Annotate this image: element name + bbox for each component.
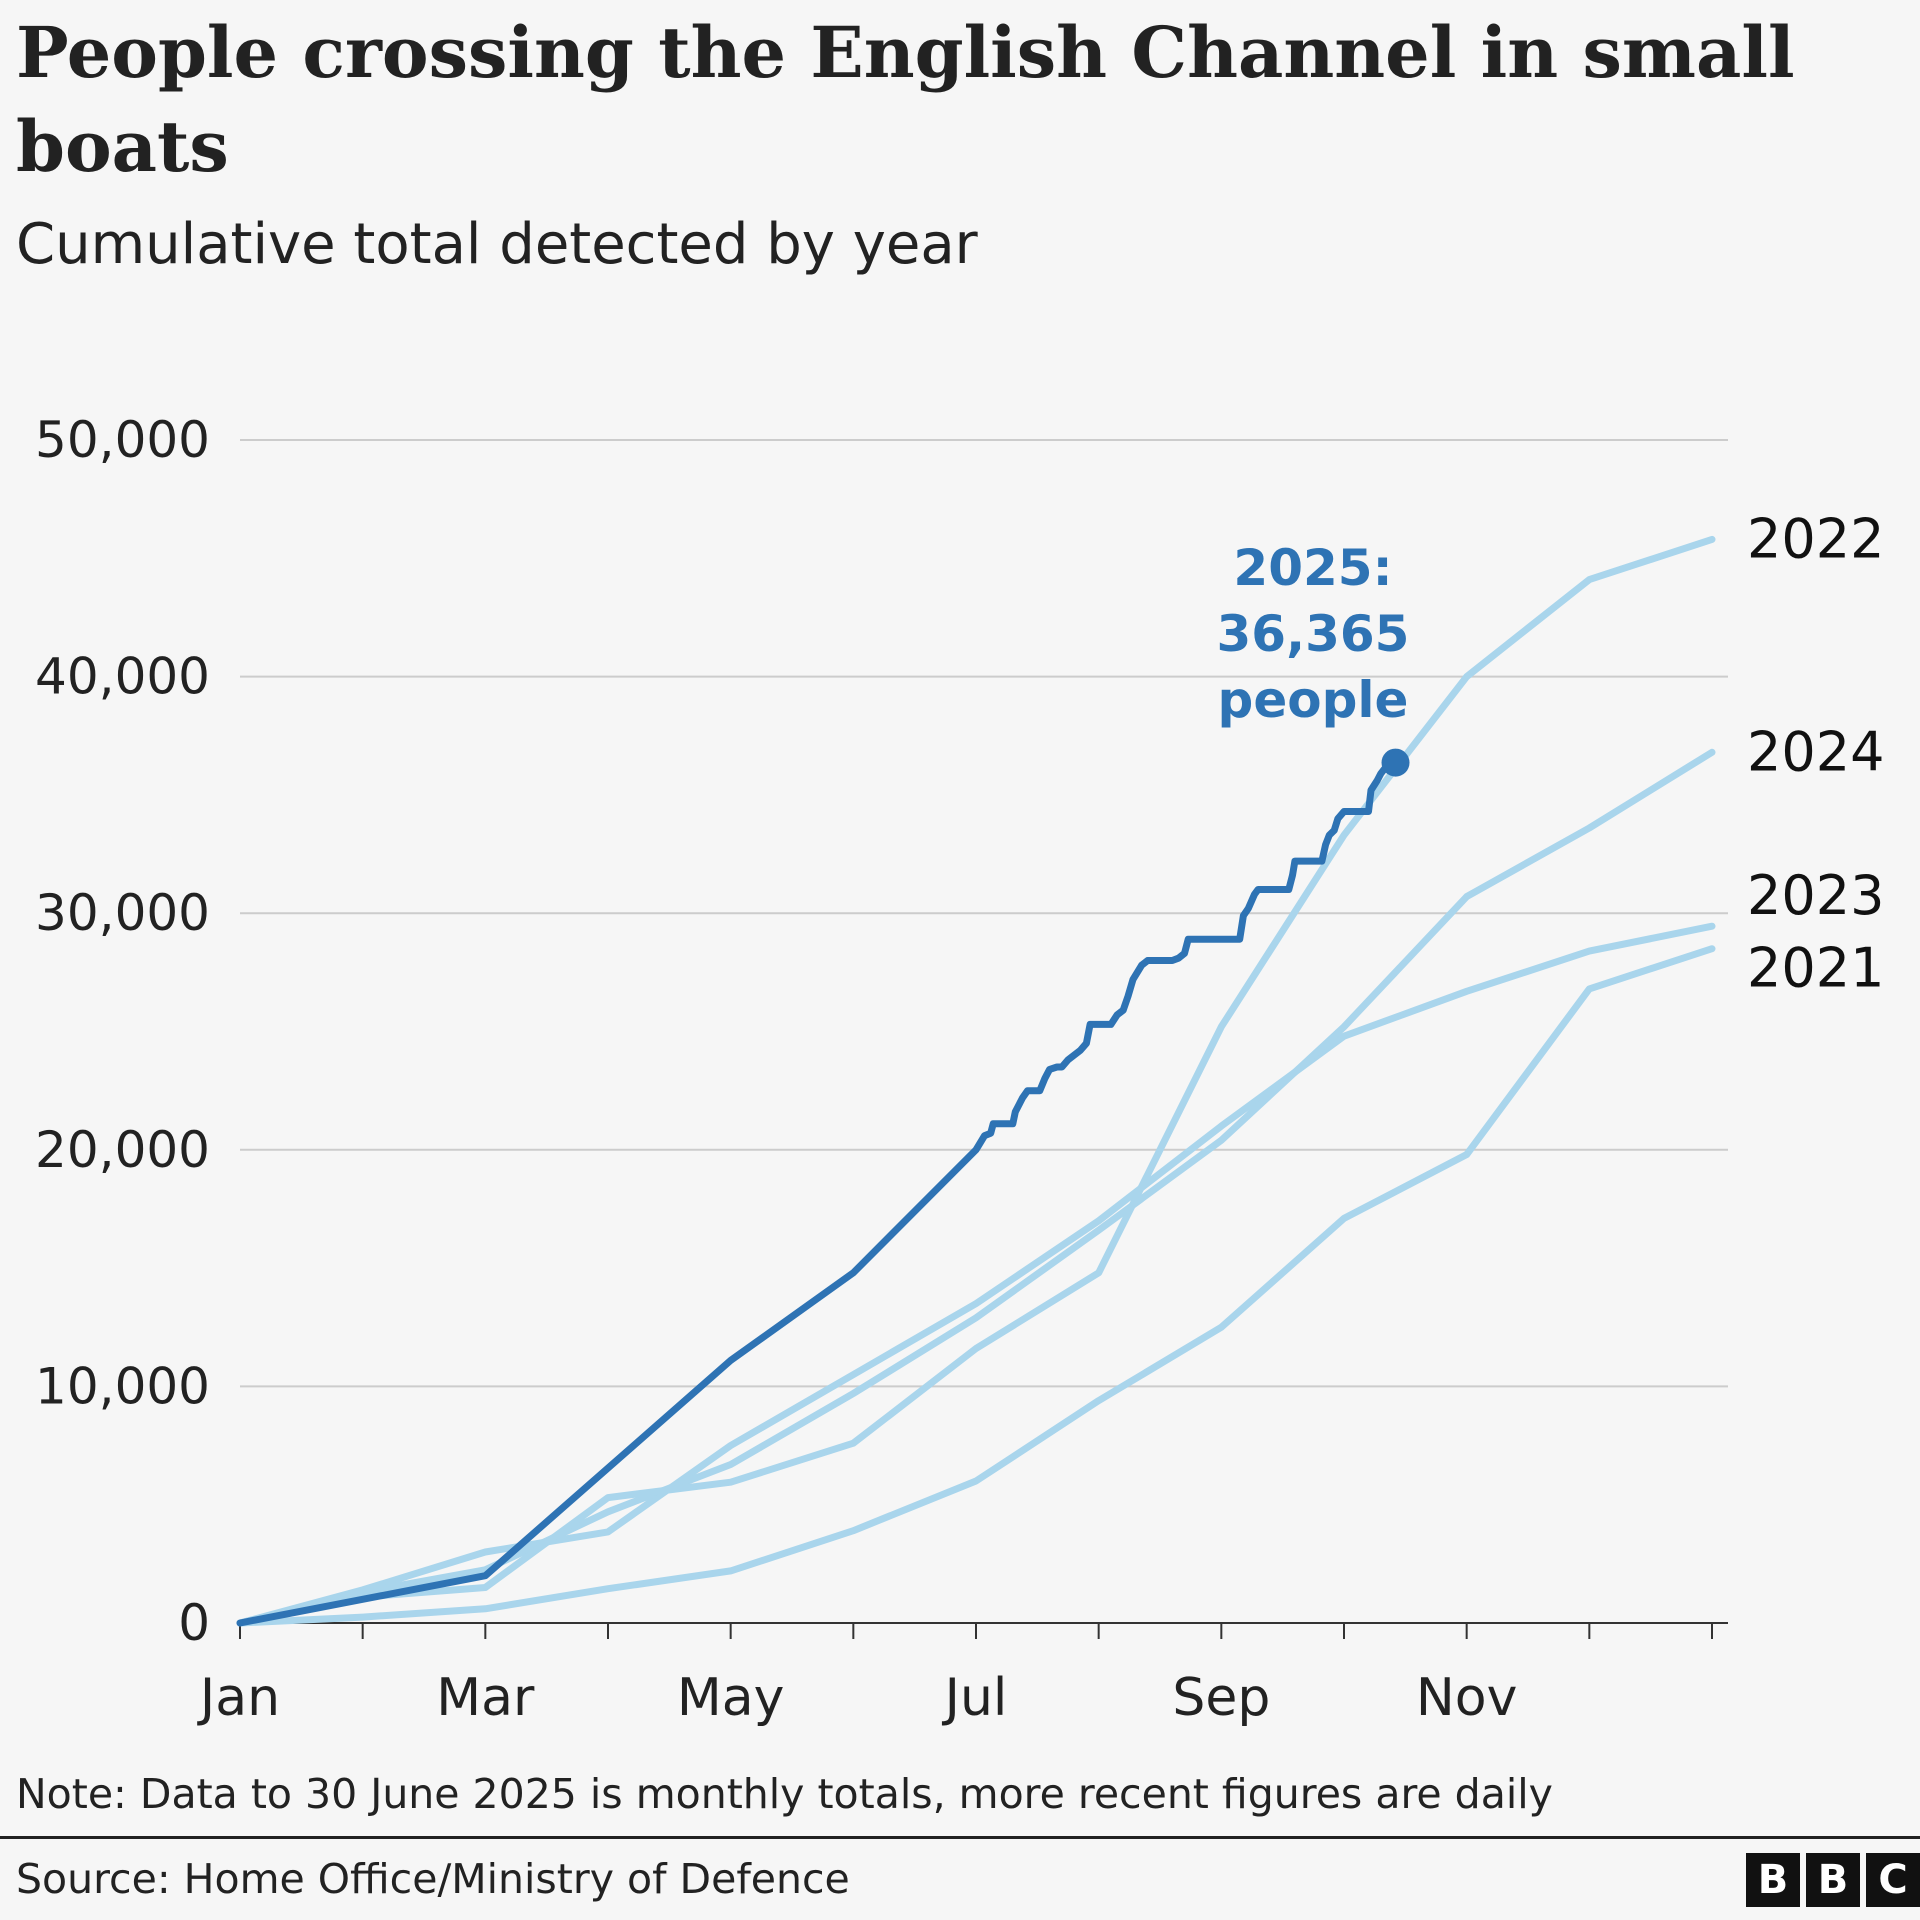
x-axis-labels: Jan Mar May Jul Sep Nov [197,1668,1518,1728]
chart-title: People crossing the English Channel in s… [16,11,1795,188]
series-line-2022 [236,535,1716,1627]
x-tick-label: Sep [1172,1668,1270,1728]
x-tick-label: Nov [1416,1668,1518,1728]
y-tick-label: 50,000 [35,411,210,469]
footer-divider [0,1836,1920,1839]
y-tick-label: 40,000 [35,648,210,706]
endpoint-marker [1381,748,1410,777]
y-tick-label: 0 [178,1594,210,1652]
series-label-2021: 2021 [1747,937,1884,1000]
y-tick-label: 30,000 [35,884,210,942]
line-chart: 0 10,000 20,000 30,000 40,000 50,000 Jan Mar Ma… [35,411,1884,1728]
gridlines [240,439,1728,1388]
logo-letter: C [1866,1853,1920,1907]
series-lines [236,535,1716,1627]
series-line-2023 [236,922,1716,1627]
series-labels: 2022 2024 2023 2021 [1747,507,1884,999]
chart-source: Source: Home Office/Ministry of Defence [16,1855,850,1903]
bbc-logo: B B C [1746,1853,1920,1907]
series-label-2024: 2024 [1747,720,1884,783]
x-tick-label: May [677,1668,785,1728]
series-line-2024 [236,748,1716,1627]
annotation-text: people [1218,671,1409,729]
annotation-text: 2025: [1233,539,1392,597]
x-tick-label: Jul [942,1668,1008,1728]
series-label-2022: 2022 [1747,507,1884,570]
x-tick-label: Jan [197,1668,280,1728]
chart-note: Note: Data to 30 June 2025 is monthly to… [16,1770,1553,1818]
y-axis-labels: 0 10,000 20,000 30,000 40,000 50,000 [35,411,210,1652]
y-tick-label: 10,000 [35,1357,210,1415]
series-line-2025 [236,759,1399,1627]
series-line-2021 [236,945,1716,1627]
logo-letter: B [1806,1853,1860,1907]
chart-subtitle: Cumulative total detected by year [16,212,978,277]
x-axis [239,1622,1728,1639]
y-tick-label: 20,000 [35,1121,210,1179]
series-label-2023: 2023 [1747,864,1884,927]
logo-letter: B [1746,1853,1800,1907]
annotation-text: 36,365 [1217,605,1410,663]
x-tick-label: Mar [436,1668,535,1728]
annotation: 2025: 36,365 people [1217,539,1410,777]
